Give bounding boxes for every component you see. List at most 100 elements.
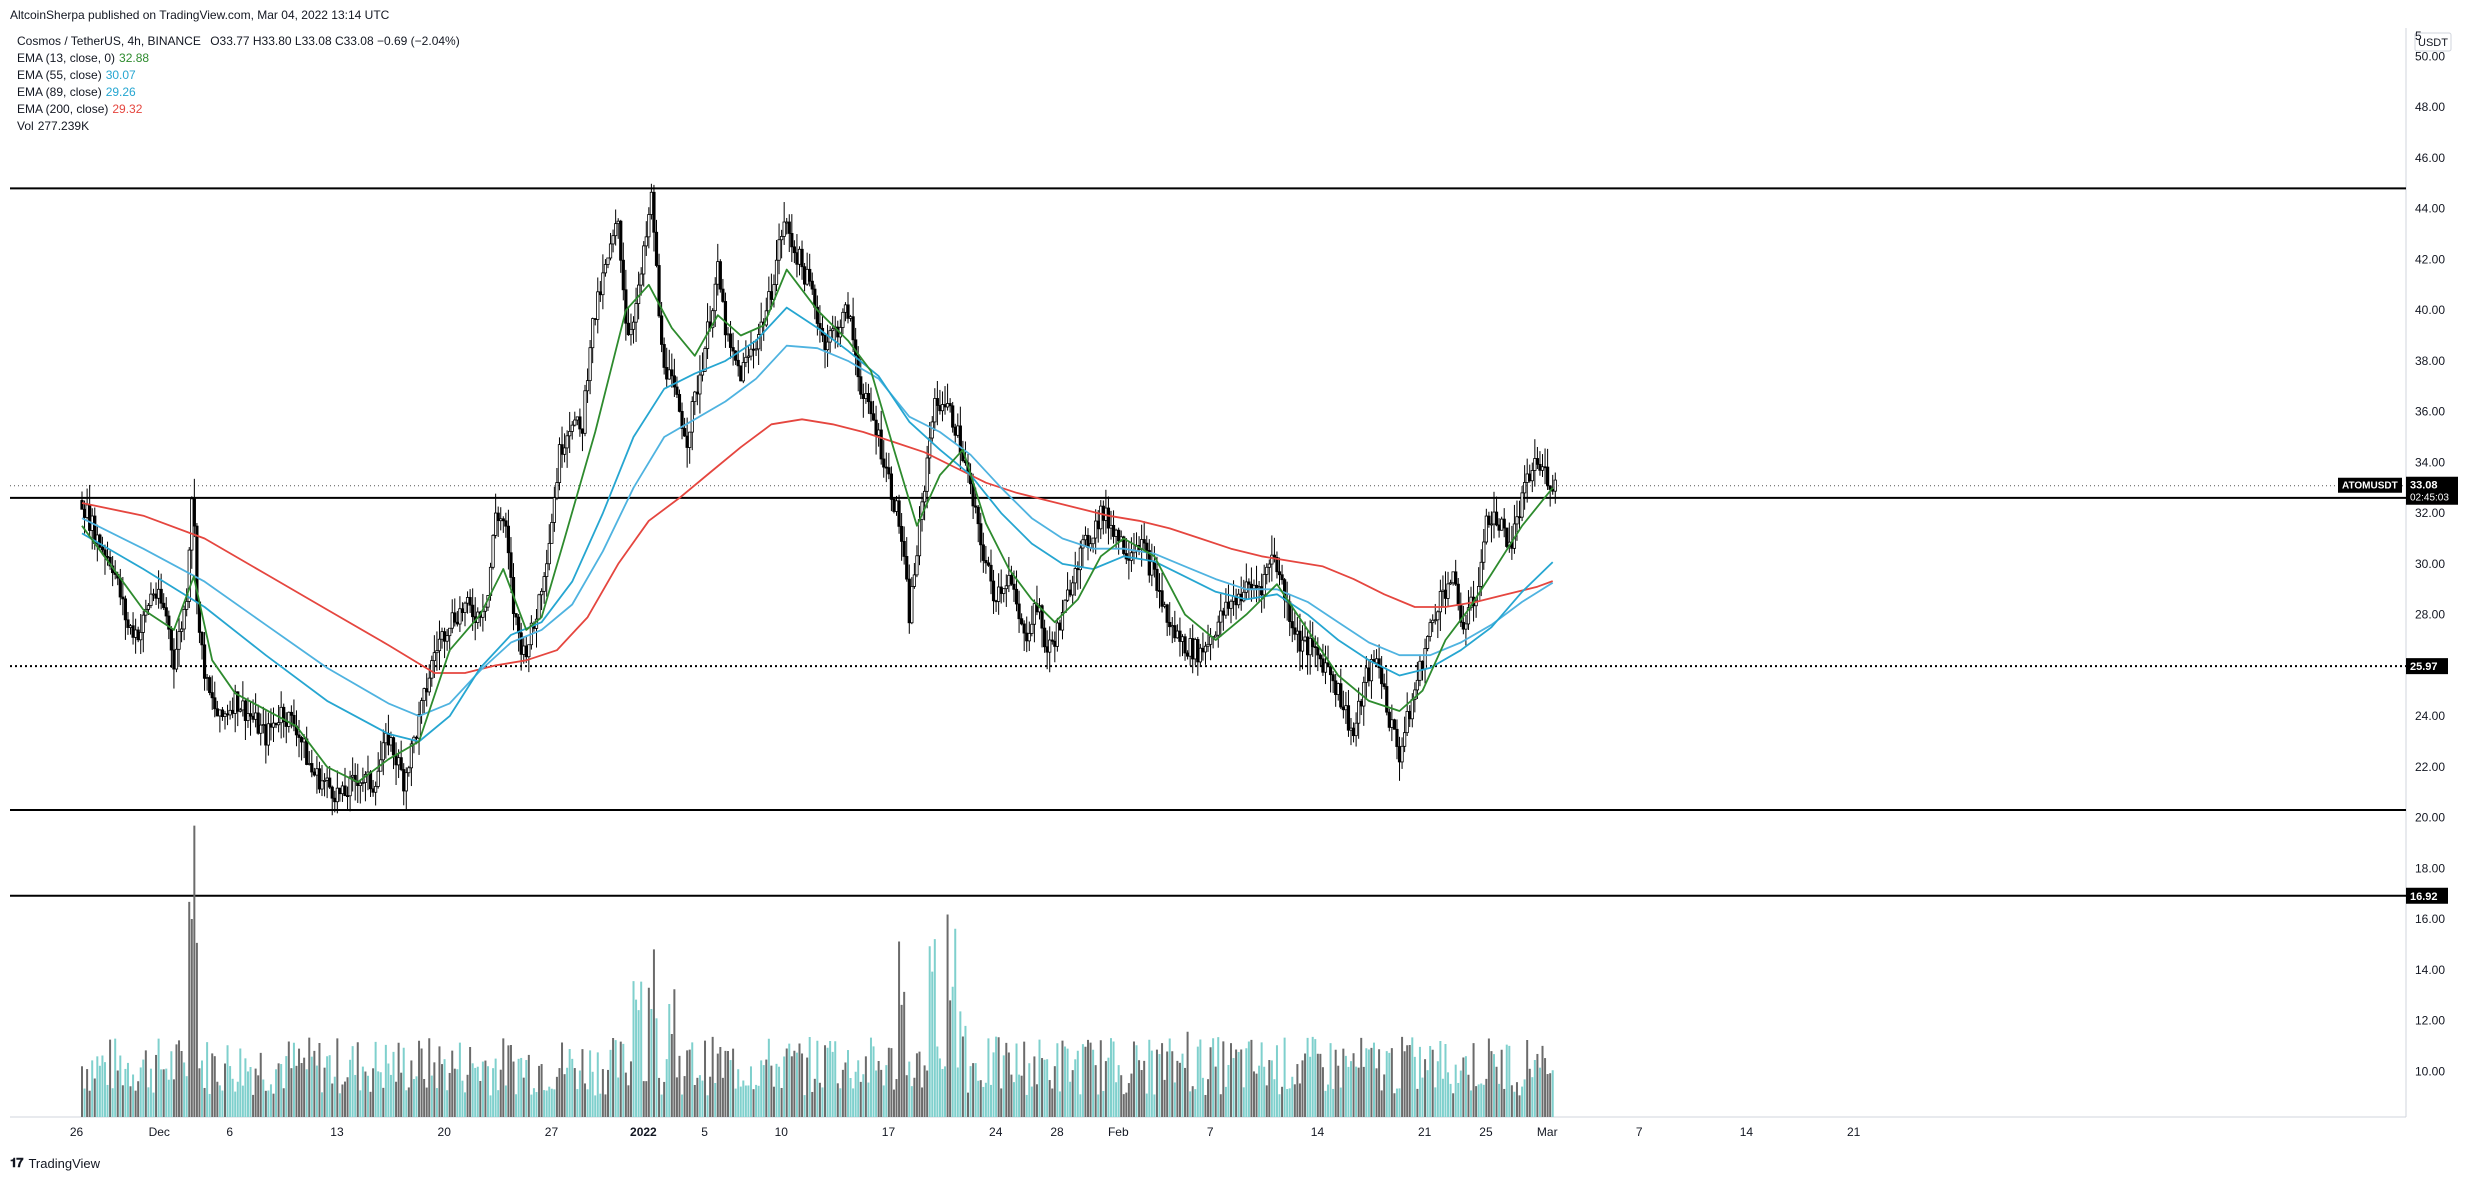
candle-body bbox=[187, 549, 191, 602]
candle-body bbox=[430, 660, 434, 679]
currency-box[interactable] bbox=[2414, 32, 2452, 52]
candle-body bbox=[675, 386, 679, 395]
symbol-row[interactable]: Cosmos / TetherUS, 4h, BINANCE O33.77 H3… bbox=[17, 33, 460, 50]
candle-body bbox=[626, 322, 631, 336]
candle-body bbox=[848, 316, 853, 319]
candle-body bbox=[228, 709, 232, 716]
candle-body bbox=[407, 767, 411, 774]
candle-body bbox=[1403, 732, 1407, 747]
candle-body bbox=[657, 265, 661, 317]
candle-body bbox=[1175, 630, 1179, 639]
x-tick-label: 2022 bbox=[630, 1125, 657, 1139]
candle-body bbox=[1214, 634, 1218, 638]
x-tick-label: 21 bbox=[1418, 1125, 1432, 1139]
indicator-row[interactable]: EMA (13, close, 0) 32.88 bbox=[17, 50, 460, 67]
candle-body bbox=[177, 631, 181, 650]
candle-body bbox=[746, 355, 751, 358]
candle-body bbox=[1523, 482, 1527, 494]
ema13-line bbox=[81, 268, 1554, 783]
indicator-value: 29.32 bbox=[112, 102, 143, 116]
candle-body bbox=[491, 534, 495, 568]
candle-body bbox=[1020, 618, 1024, 625]
candle-body bbox=[560, 444, 564, 455]
candle-body bbox=[330, 786, 334, 799]
candle-body bbox=[1168, 621, 1172, 628]
y-tick-label: 38.00 bbox=[2415, 354, 2445, 368]
level-price-label: 25.97 bbox=[2410, 661, 2438, 673]
candle-body bbox=[1032, 603, 1036, 625]
candle-body bbox=[917, 519, 922, 557]
candle-body bbox=[703, 348, 707, 372]
candle-body bbox=[1484, 515, 1488, 543]
currency-label: USDT bbox=[2418, 37, 2448, 49]
candle-body bbox=[1022, 623, 1026, 634]
candle-body bbox=[1306, 636, 1310, 656]
x-tick-label: 14 bbox=[1740, 1125, 1754, 1139]
symbol-tag-label: ATOMUSDT bbox=[2342, 481, 2398, 492]
candle-body bbox=[1341, 706, 1345, 711]
indicator-row[interactable]: Vol 277.239K bbox=[17, 118, 460, 135]
candle-body bbox=[1094, 520, 1098, 539]
candle-body bbox=[1086, 534, 1090, 548]
candle-body bbox=[455, 621, 459, 625]
indicator-row[interactable]: EMA (89, close) 29.26 bbox=[17, 84, 460, 101]
candle-body bbox=[85, 504, 89, 518]
candle-body bbox=[458, 608, 462, 625]
candle-body bbox=[984, 560, 988, 564]
candle-body bbox=[254, 712, 258, 720]
candle-body bbox=[1180, 636, 1185, 642]
candle-body bbox=[1339, 683, 1343, 708]
candle-body bbox=[578, 416, 582, 430]
candle-body bbox=[1030, 623, 1034, 634]
candle-body bbox=[218, 709, 222, 717]
candle-body bbox=[136, 629, 140, 641]
candle-body bbox=[1446, 583, 1450, 599]
candle-body bbox=[1142, 539, 1146, 544]
candle-body bbox=[614, 223, 618, 237]
candle-body bbox=[1201, 647, 1205, 653]
candle-body bbox=[545, 563, 549, 577]
candle-body bbox=[123, 598, 128, 621]
candle-body bbox=[1382, 683, 1386, 687]
candle-body bbox=[1277, 571, 1282, 576]
candle-body bbox=[1316, 647, 1320, 656]
candle-body bbox=[591, 318, 595, 349]
candle-body bbox=[100, 546, 105, 551]
candle-body bbox=[522, 645, 526, 655]
candle-body bbox=[361, 782, 365, 784]
candle-body bbox=[956, 425, 960, 436]
candle-body bbox=[1206, 643, 1210, 647]
candle-body bbox=[721, 288, 725, 302]
candle-body bbox=[603, 264, 608, 274]
y-tick-label: 14.00 bbox=[2415, 963, 2445, 977]
candle-body bbox=[448, 627, 452, 637]
candle-body bbox=[601, 272, 605, 296]
candle-body bbox=[900, 525, 904, 542]
candle-body bbox=[877, 429, 881, 436]
candle-body bbox=[974, 505, 978, 508]
candle-body bbox=[1538, 463, 1542, 471]
candle-body bbox=[453, 612, 457, 623]
candle-body bbox=[190, 498, 194, 551]
candle-body bbox=[1275, 556, 1279, 573]
candle-body bbox=[665, 367, 669, 380]
candle-body bbox=[652, 191, 656, 233]
x-tick-label: 5 bbox=[701, 1125, 708, 1139]
candle-body bbox=[787, 221, 791, 234]
candle-body bbox=[279, 706, 283, 724]
indicator-row[interactable]: EMA (55, close) 30.07 bbox=[17, 67, 460, 84]
candle-body bbox=[767, 291, 771, 312]
candle-body bbox=[179, 628, 184, 632]
indicator-row[interactable]: EMA (200, close) 29.32 bbox=[17, 101, 460, 118]
candle-body bbox=[1392, 719, 1397, 730]
candle-body bbox=[248, 713, 253, 717]
x-tick-label: 20 bbox=[438, 1125, 452, 1139]
candle-body bbox=[1208, 636, 1213, 645]
x-tick-label: 24 bbox=[989, 1125, 1003, 1139]
candle-body bbox=[1117, 529, 1121, 542]
candle-body bbox=[1270, 554, 1274, 565]
candle-body bbox=[1014, 588, 1019, 605]
candle-body bbox=[225, 713, 230, 716]
candle-body bbox=[1165, 604, 1169, 623]
